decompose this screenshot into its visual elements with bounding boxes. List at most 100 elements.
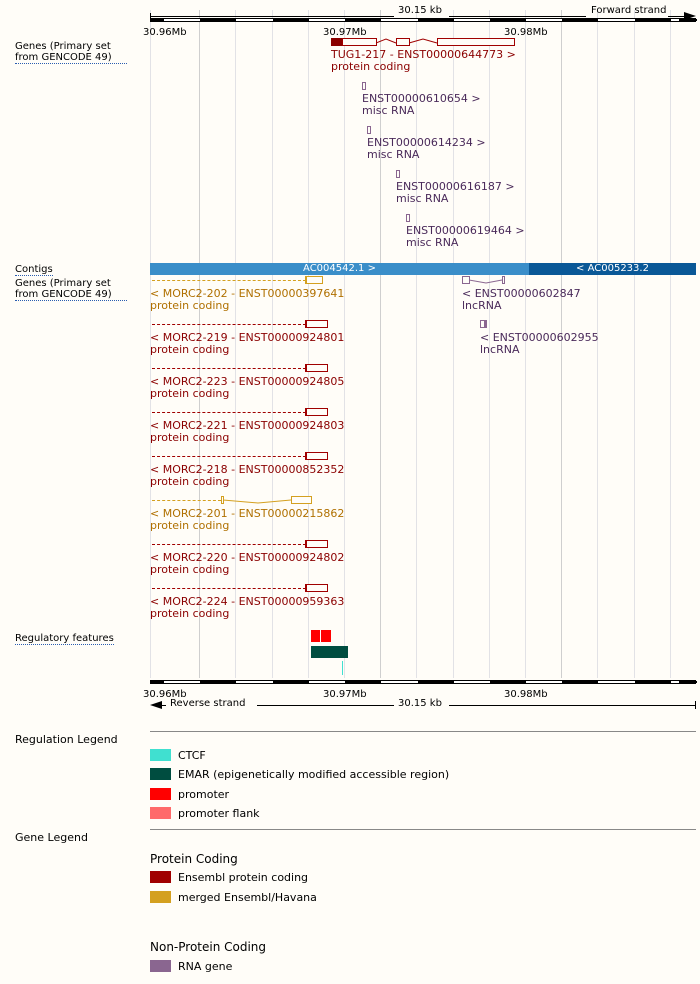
- promoter-swatch: [150, 788, 171, 800]
- legend-ensembl-protein-coding: Ensembl protein coding: [178, 871, 309, 884]
- scale-block: [151, 19, 164, 21]
- scale-block: [490, 681, 526, 683]
- reverse-arrow-icon: [150, 701, 162, 709]
- legend-promoter-flank: promoter flank: [178, 807, 260, 820]
- gridline: [670, 10, 671, 678]
- legend-ctcf: CTCF: [178, 749, 206, 762]
- transcript-biotype: misc RNA: [362, 104, 415, 117]
- gridline: [308, 10, 309, 678]
- gridline: [272, 10, 273, 678]
- gridline: [380, 10, 381, 678]
- merged-swatch: [150, 891, 171, 903]
- transcript-biotype: protein coding: [150, 299, 230, 312]
- tick-label: 30.98Mb: [504, 27, 548, 38]
- transcript-biotype: protein coding: [150, 343, 230, 356]
- scale-block: [200, 681, 236, 683]
- gridline: [453, 10, 454, 678]
- track-label-genes-forward[interactable]: Genes (Primary set from GENCODE 49): [15, 41, 127, 64]
- intron-lines: [469, 279, 503, 284]
- scale-line-bottom: [449, 705, 695, 706]
- track-label-contigs[interactable]: Contigs: [15, 264, 53, 276]
- tick-label: 30.96Mb: [143, 689, 187, 700]
- reverse-strand-label: Reverse strand: [170, 698, 246, 709]
- scale-block: [273, 19, 309, 21]
- transcript-biotype: lncRNA: [462, 299, 502, 312]
- transcript-label: < MORC2-220 - ENST00000924802: [150, 551, 345, 564]
- transcript-label: TUG1-217 - ENST00000644773 >: [331, 48, 516, 61]
- divider: [150, 731, 696, 732]
- reverse-arrow-icon: [160, 705, 166, 706]
- transcript-biotype: protein coding: [150, 475, 230, 488]
- legend-promoter: promoter: [178, 788, 230, 801]
- scale-line-top: [449, 16, 586, 17]
- tick-label: 30.98Mb: [504, 689, 548, 700]
- scale-length: 30.15 kb: [398, 5, 442, 16]
- track-label-regulatory[interactable]: Regulatory features: [15, 633, 114, 645]
- divider: [150, 829, 696, 830]
- gridline: [634, 10, 635, 678]
- transcript-label: < MORC2-201 - ENST00000215862: [150, 507, 345, 520]
- gridline: [525, 10, 526, 678]
- transcript-label: ENST00000616187 >: [396, 180, 515, 193]
- scale-line-bottom: [257, 705, 394, 706]
- scale-block: [273, 681, 309, 683]
- ensembl-protein-coding-swatch: [150, 871, 171, 883]
- forward-arrow-icon: [668, 16, 684, 17]
- forward-arrow-icon: [684, 12, 696, 20]
- scale-block: [200, 19, 236, 21]
- transcript-label: < MORC2-219 - ENST00000924801: [150, 331, 345, 344]
- transcript-biotype: protein coding: [150, 563, 230, 576]
- scale-block: [345, 19, 381, 21]
- gridline: [416, 10, 417, 678]
- exon: [367, 126, 371, 134]
- scale-block: [345, 681, 381, 683]
- emar-feature[interactable]: [311, 646, 348, 658]
- scale-line-bottom: [695, 701, 696, 709]
- transcript-label: < MORC2-221 - ENST00000924803: [150, 419, 345, 432]
- gridline: [597, 10, 598, 678]
- transcript-label: ENST00000619464 >: [406, 224, 525, 237]
- transcript-label: < MORC2-218 - ENST00000852352: [150, 463, 345, 476]
- scale-block: [562, 19, 598, 21]
- gridline: [199, 10, 200, 678]
- scale-block: [635, 681, 671, 683]
- transcript-label: < MORC2-223 - ENST00000924805: [150, 375, 345, 388]
- promoter-flank-swatch: [150, 807, 171, 819]
- rna-gene-swatch: [150, 960, 171, 972]
- track-label-genes-reverse[interactable]: Genes (Primary set from GENCODE 49): [15, 278, 127, 301]
- promoter-feature[interactable]: [321, 630, 331, 642]
- scale-block: [679, 19, 697, 21]
- transcript-biotype: protein coding: [150, 431, 230, 444]
- gridline: [489, 10, 490, 678]
- transcript-label: ENST00000614234 >: [367, 136, 486, 149]
- scale-block: [635, 19, 671, 21]
- transcript-label: < MORC2-202 - ENST00000397641: [150, 287, 345, 300]
- legend-rna-gene: RNA gene: [178, 960, 233, 973]
- gridline: [150, 10, 151, 678]
- tick-label: 30.97Mb: [323, 689, 367, 700]
- transcript-biotype: protein coding: [150, 519, 230, 532]
- non-protein-coding-heading: Non-Protein Coding: [150, 940, 267, 954]
- transcript-label: < ENST00000602955: [480, 331, 599, 344]
- tick-label: 30.96Mb: [143, 27, 187, 38]
- scale-bar-top: [150, 18, 697, 22]
- forward-strand-label: Forward strand: [591, 5, 667, 16]
- scale-length: 30.15 kb: [398, 698, 442, 709]
- transcript-label: < MORC2-224 - ENST00000959363: [150, 595, 345, 608]
- transcript-biotype: misc RNA: [406, 236, 459, 249]
- transcript-biotype: misc RNA: [367, 148, 420, 161]
- exon: [406, 214, 410, 222]
- transcript-biotype: protein coding: [150, 387, 230, 400]
- contig-ac005233[interactable]: < AC005233.2: [529, 263, 696, 275]
- transcript-biotype: misc RNA: [396, 192, 449, 205]
- gene-legend-title: Gene Legend: [15, 831, 88, 844]
- scale-line-top: [150, 16, 394, 17]
- scale-bar-bottom: [150, 680, 697, 684]
- exon: [396, 170, 400, 178]
- promoter-feature[interactable]: [311, 630, 320, 642]
- scale-block: [151, 681, 164, 683]
- gridline: [235, 10, 236, 678]
- contig-ac004542[interactable]: AC004542.1 >: [150, 263, 529, 275]
- ctcf-feature[interactable]: [342, 661, 343, 675]
